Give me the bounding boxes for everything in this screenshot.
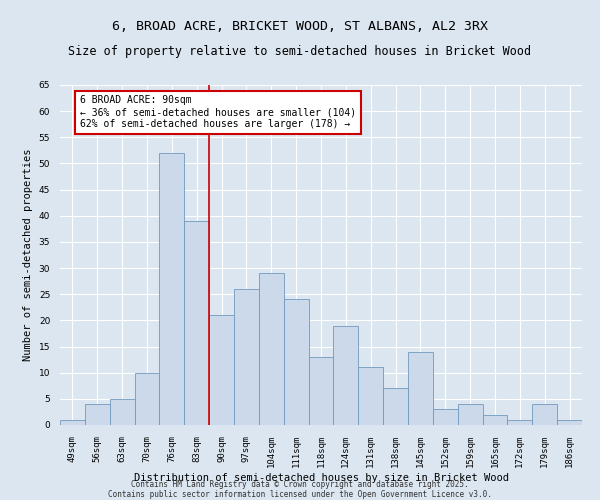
Text: 6 BROAD ACRE: 90sqm
← 36% of semi-detached houses are smaller (104)
62% of semi-: 6 BROAD ACRE: 90sqm ← 36% of semi-detach… xyxy=(80,96,356,128)
Bar xyxy=(284,300,308,425)
Text: Size of property relative to semi-detached houses in Bricket Wood: Size of property relative to semi-detach… xyxy=(68,45,532,58)
Bar xyxy=(259,274,284,425)
X-axis label: Distribution of semi-detached houses by size in Bricket Wood: Distribution of semi-detached houses by … xyxy=(133,472,509,482)
Bar xyxy=(60,420,85,425)
Bar xyxy=(334,326,358,425)
Bar xyxy=(85,404,110,425)
Bar xyxy=(184,221,209,425)
Bar xyxy=(234,289,259,425)
Bar xyxy=(557,420,582,425)
Bar xyxy=(160,153,184,425)
Y-axis label: Number of semi-detached properties: Number of semi-detached properties xyxy=(23,149,33,361)
Bar xyxy=(308,357,334,425)
Bar xyxy=(110,399,134,425)
Bar xyxy=(458,404,482,425)
Bar xyxy=(209,315,234,425)
Bar xyxy=(482,414,508,425)
Text: Contains HM Land Registry data © Crown copyright and database right 2025.
Contai: Contains HM Land Registry data © Crown c… xyxy=(108,480,492,500)
Bar xyxy=(508,420,532,425)
Text: 6, BROAD ACRE, BRICKET WOOD, ST ALBANS, AL2 3RX: 6, BROAD ACRE, BRICKET WOOD, ST ALBANS, … xyxy=(112,20,488,33)
Bar xyxy=(408,352,433,425)
Bar xyxy=(433,410,458,425)
Bar xyxy=(358,368,383,425)
Bar xyxy=(383,388,408,425)
Bar xyxy=(134,372,160,425)
Bar xyxy=(532,404,557,425)
